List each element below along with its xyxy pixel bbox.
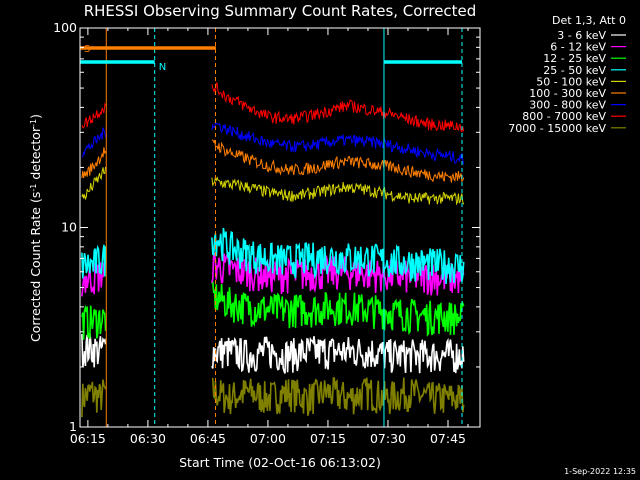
series-line-6-12-kev <box>81 251 465 297</box>
x-tick-label: 07:00 <box>250 431 286 446</box>
y-tick-label: 1 <box>69 419 77 434</box>
y-tick-label: 100 <box>53 20 77 35</box>
legend-entry-label: 50 - 100 keV <box>536 75 606 88</box>
x-tick-label: 07:15 <box>310 431 346 446</box>
footer-timestamp: 1-Sep-2022 12:35 <box>564 467 636 476</box>
series-line-50-100-kev <box>81 167 465 206</box>
x-axis-label: Start Time (02-Oct-16 06:13:02) <box>179 455 381 470</box>
x-tick-label: 06:45 <box>190 431 226 446</box>
plot-area: SN <box>80 28 465 427</box>
legend-entry-label: 100 - 300 keV <box>529 87 606 100</box>
series-line-7000-15000-kev <box>81 377 465 418</box>
chart-title: RHESSI Observing Summary Count Rates, Co… <box>84 2 477 20</box>
legend-title: Det 1,3, Att 0 <box>552 14 626 27</box>
flag-label-s: S <box>84 44 90 55</box>
series-line-300-800-kev <box>81 121 465 165</box>
series-line-3-6-kev <box>81 333 465 374</box>
legend-entry-label: 6 - 12 keV <box>550 41 606 54</box>
series-line-12-25-kev <box>81 281 465 340</box>
legend-entry-label: 7000 - 15000 keV <box>508 122 606 135</box>
y-axis-label: Corrected Count Rate (s-1 detector-1) <box>28 114 43 342</box>
series-line-100-300-kev <box>81 139 465 183</box>
x-tick-label: 07:30 <box>370 431 406 446</box>
axes: 06:15 06:30 06:45 07:00 07:15 07:30 07:45 1 10 10… <box>53 20 481 446</box>
flag-label-n: N <box>159 62 166 73</box>
legend-entry-label: 3 - 6 keV <box>557 29 606 42</box>
legend-entry-label: 12 - 25 keV <box>543 52 606 65</box>
legend-entry-label: 300 - 800 keV <box>529 99 606 112</box>
legend-entry-label: 25 - 50 keV <box>543 64 606 77</box>
x-tick-label: 06:15 <box>70 431 106 446</box>
legend-entry-label: 800 - 7000 keV <box>522 110 606 123</box>
y-tick-label: 10 <box>61 220 77 235</box>
series-line-25-50-kev <box>81 227 465 285</box>
x-tick-label: 07:45 <box>430 431 466 446</box>
series-line-800-7000-kev <box>81 82 465 133</box>
x-tick-label: 06:30 <box>130 431 166 446</box>
